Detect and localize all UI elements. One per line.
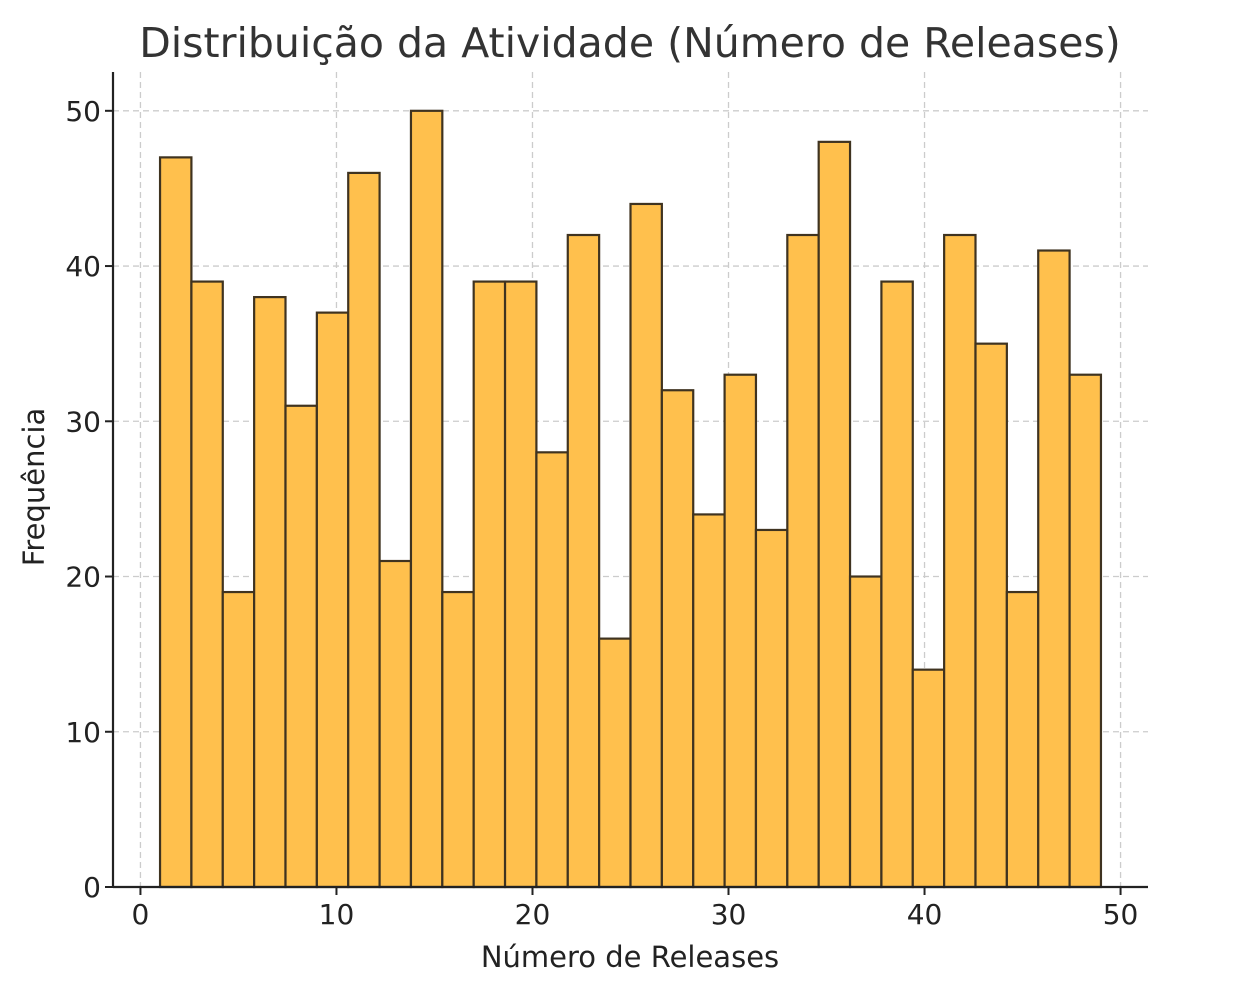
histogram-bar: [786, 233, 820, 889]
histogram-bar: [911, 668, 946, 889]
histogram-bar: [692, 513, 726, 889]
histogram-bar: [221, 590, 256, 889]
y-axis-label: Frequência: [17, 408, 51, 566]
x-tick-label: 30: [711, 898, 747, 931]
histogram-bar: [315, 311, 350, 889]
histogram-bar: [1037, 249, 1071, 889]
histogram-bar: [848, 575, 883, 889]
x-tick-label: 50: [1103, 898, 1139, 931]
y-tick-label: 10: [65, 716, 101, 749]
histogram-bar: [472, 280, 507, 889]
x-tick-label: 10: [319, 898, 355, 931]
histogram-bar: [943, 233, 977, 889]
histogram-bar: [566, 233, 601, 889]
y-tick-label: 30: [65, 405, 101, 438]
y-tick-label: 40: [65, 250, 101, 283]
histogram-bar: [347, 171, 381, 889]
bars: [158, 109, 1103, 889]
histogram-bar: [723, 373, 758, 889]
y-tick-label: 50: [65, 95, 101, 128]
histogram-bar: [974, 342, 1008, 889]
x-tick-label: 20: [515, 898, 551, 931]
histogram-bar: [409, 109, 444, 889]
y-tick-label: 0: [83, 871, 101, 904]
histogram-bar: [598, 637, 632, 889]
chart-title: Distribuição da Atividade (Número de Rel…: [139, 19, 1121, 67]
histogram-bar: [158, 156, 193, 889]
histogram-bar: [1005, 590, 1040, 889]
histogram-bar: [754, 528, 789, 889]
histogram-bar: [880, 280, 914, 889]
histogram-bar: [535, 451, 569, 889]
x-tick-label: 0: [132, 898, 150, 931]
x-tick-label: 40: [907, 898, 943, 931]
histogram-bar: [629, 202, 663, 889]
histogram-bar: [284, 404, 318, 889]
histogram-bar: [441, 590, 475, 889]
histogram-bar: [190, 280, 224, 889]
histogram-bar: [253, 295, 287, 889]
histogram-bar: [817, 140, 852, 889]
histogram-bar: [503, 280, 538, 889]
histogram-bar: [660, 389, 695, 889]
histogram-bar: [1068, 373, 1103, 889]
axis-ticks: 0 10 20 30 40 50 0 10 20 30 40 50: [65, 95, 1138, 931]
histogram-bar: [378, 559, 413, 889]
y-tick-label: 20: [65, 561, 101, 594]
x-axis-label: Número de Releases: [481, 940, 779, 974]
